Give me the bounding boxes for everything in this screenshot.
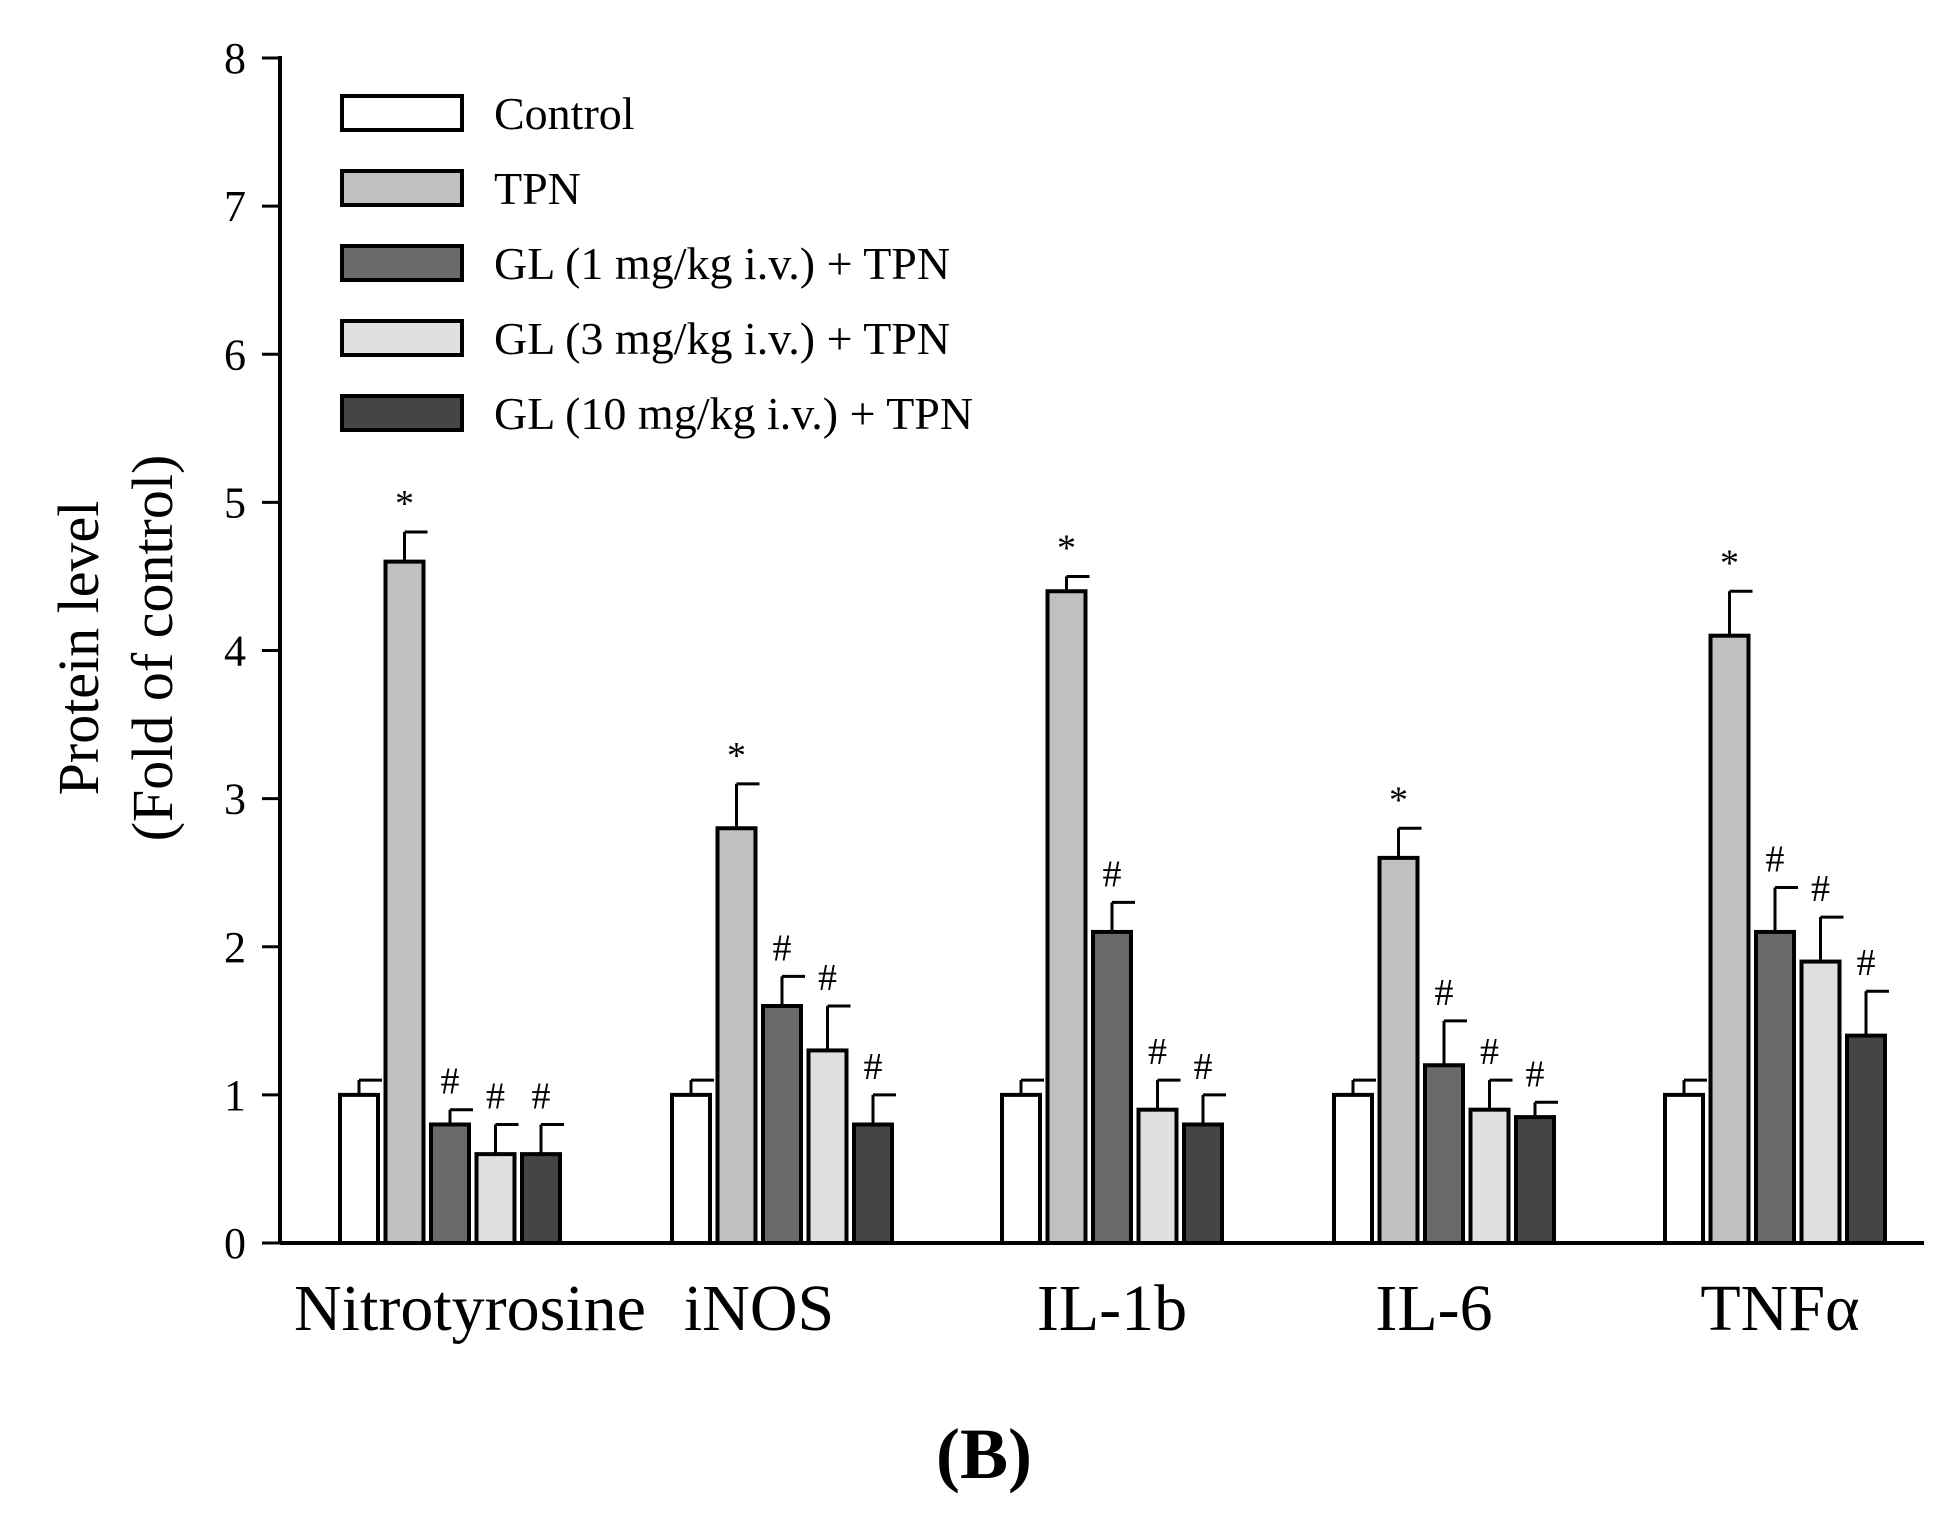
x-axis: Nitrotyrosine iNOS IL-1b IL-6 TNFα — [280, 1241, 1924, 1345]
significance-mark: # — [1480, 1031, 1499, 1073]
significance-mark: # — [441, 1061, 460, 1103]
bar — [1136, 1107, 1179, 1245]
panel-label: (B) — [936, 1414, 1032, 1494]
x-category-label: IL-1b — [1037, 1272, 1187, 1345]
significance-mark: * — [395, 483, 414, 525]
bar — [761, 1004, 803, 1245]
y-axis: 0 1 2 3 4 5 6 7 8 — [224, 34, 282, 1268]
y-tick-label: 8 — [224, 34, 246, 83]
significance-mark: # — [864, 1046, 883, 1088]
significance-mark: # — [818, 957, 837, 999]
bar — [1708, 633, 1751, 1245]
bar — [1332, 1092, 1374, 1245]
significance-mark: * — [1389, 779, 1408, 821]
significance-mark: # — [1857, 942, 1876, 984]
bar — [474, 1152, 517, 1245]
significance-mark: # — [1526, 1053, 1545, 1095]
legend: Control TPN GL (1 mg/kg i.v.) + TPN GL (3 m… — [340, 88, 973, 439]
y-tick-label: 6 — [224, 330, 246, 379]
significance-mark: # — [1766, 839, 1785, 881]
significance-mark: # — [1811, 868, 1830, 910]
y-tick-label: 1 — [224, 1071, 246, 1120]
bars-layer: * # # # * # # # * # # # * # # # * # # # — [338, 483, 1889, 1245]
bar — [1799, 959, 1842, 1245]
bar — [1377, 855, 1420, 1245]
bar — [806, 1048, 849, 1245]
y-axis-label-line2: (Fold of control) — [120, 455, 185, 842]
bar — [1423, 1063, 1465, 1245]
bar — [670, 1092, 712, 1245]
legend-label: GL (1 mg/kg i.v.) + TPN — [494, 238, 950, 289]
bar — [338, 1092, 380, 1245]
significance-mark: # — [1194, 1046, 1213, 1088]
legend-label: GL (3 mg/kg i.v.) + TPN — [494, 313, 950, 364]
y-axis-label-line1: Protein level — [46, 501, 111, 796]
bar — [715, 826, 758, 1245]
y-tick-label: 0 — [224, 1219, 246, 1268]
legend-label: Control — [494, 88, 635, 139]
bar — [1845, 1033, 1887, 1245]
legend-swatch — [340, 94, 464, 132]
bar — [1182, 1122, 1224, 1245]
y-tick-label: 2 — [224, 923, 246, 972]
x-category-label: IL-6 — [1375, 1272, 1492, 1345]
legend-swatch — [340, 394, 464, 432]
bar — [1663, 1092, 1705, 1245]
legend-label: GL (10 mg/kg i.v.) + TPN — [494, 388, 973, 439]
bar — [1000, 1092, 1042, 1245]
bar — [1468, 1107, 1511, 1245]
x-category-label: iNOS — [684, 1272, 834, 1345]
significance-mark: # — [532, 1076, 551, 1118]
y-tick-label: 4 — [224, 627, 246, 676]
legend-swatch — [340, 319, 464, 357]
significance-mark: # — [773, 927, 792, 969]
x-category-label: TNFα — [1700, 1272, 1859, 1345]
significance-mark: # — [486, 1076, 505, 1118]
y-tick-label: 3 — [224, 775, 246, 824]
significance-mark: * — [1057, 527, 1076, 569]
y-tick-label: 7 — [224, 182, 246, 231]
bar — [852, 1122, 894, 1245]
bar — [1045, 589, 1088, 1245]
significance-mark: * — [727, 735, 746, 777]
legend-swatch — [340, 244, 464, 282]
significance-mark: # — [1435, 972, 1454, 1014]
bar — [1754, 929, 1796, 1245]
bar — [429, 1122, 471, 1245]
x-category-label: Nitrotyrosine — [294, 1272, 646, 1345]
y-tick-label: 5 — [224, 478, 246, 527]
significance-mark: * — [1720, 542, 1739, 584]
significance-mark: # — [1148, 1031, 1167, 1073]
bar — [383, 559, 426, 1245]
bar — [520, 1152, 562, 1245]
bar — [1514, 1115, 1556, 1245]
legend-label: TPN — [494, 163, 581, 214]
significance-mark: # — [1103, 853, 1122, 895]
legend-swatch — [340, 169, 464, 207]
bar — [1091, 929, 1133, 1245]
